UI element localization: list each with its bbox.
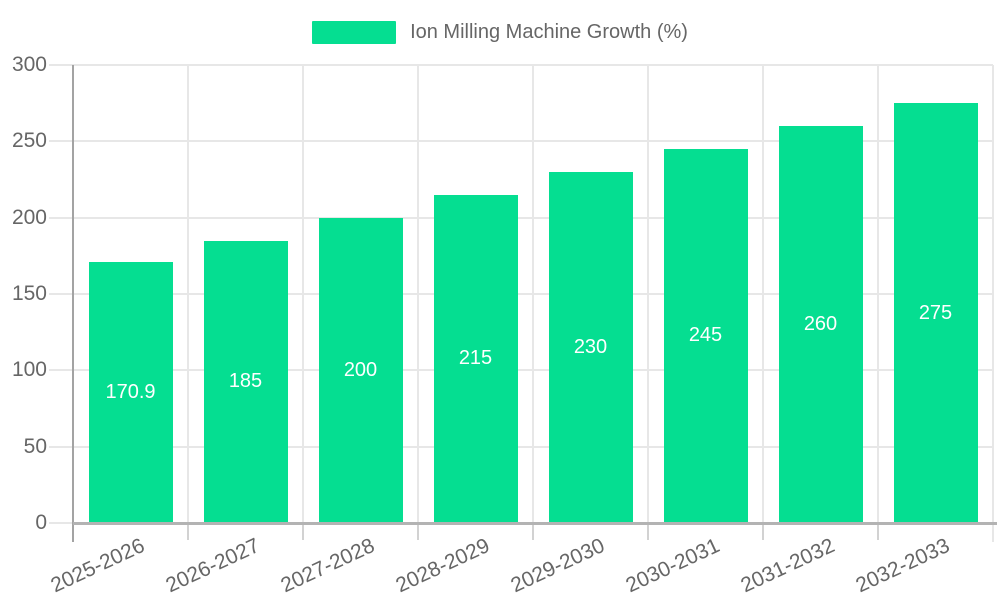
x-axis-category-label: 2025-2026 [47, 534, 149, 598]
legend-swatch [312, 21, 397, 44]
x-gridline [532, 65, 534, 523]
bar-2027-2028[interactable] [318, 217, 403, 522]
legend-label: Ion Milling Machine Growth (%) [410, 21, 688, 43]
y-gridline [49, 140, 993, 143]
y-gridline [49, 369, 993, 372]
x-axis-tick [417, 525, 419, 540]
bar-value-label: 170.9 [105, 381, 156, 404]
y-axis-tick-label: 50 [23, 434, 47, 458]
x-axis-category-label: 2026-2027 [162, 534, 264, 598]
legend[interactable]: Ion Milling Machine Growth (%) [0, 21, 1000, 44]
x-axis-line [73, 522, 997, 525]
bar-value-label: 230 [573, 335, 608, 358]
bar-value-label: 200 [343, 358, 378, 381]
y-axis-tick-label: 250 [11, 129, 47, 153]
y-tick-line [49, 522, 73, 524]
x-gridline [992, 65, 994, 542]
x-axis-category-label: 2027-2028 [277, 534, 379, 598]
y-gridline [49, 293, 993, 295]
x-axis-tick [762, 525, 764, 540]
bar-2029-2030[interactable] [548, 171, 633, 522]
bar-value-label: 275 [918, 301, 953, 324]
bar-value-label: 185 [228, 370, 263, 393]
bar-2030-2031[interactable] [663, 148, 748, 522]
bar-value-label: 215 [458, 347, 493, 370]
x-axis-tick [302, 525, 304, 540]
y-axis-tick-label: 300 [11, 53, 47, 76]
x-gridline [877, 65, 879, 523]
y-gridline [49, 445, 993, 448]
y-axis-tick-label: 0 [35, 511, 47, 534]
bar-2025-2026[interactable] [88, 262, 173, 522]
x-axis-category-label: 2032-2033 [852, 534, 954, 598]
bar-2026-2027[interactable] [203, 240, 288, 522]
y-axis-tick-label: 200 [11, 205, 47, 229]
bar-2032-2033[interactable] [893, 103, 978, 522]
x-gridline [647, 65, 649, 523]
x-axis-category-label: 2029-2030 [507, 534, 609, 598]
x-axis-tick [877, 525, 879, 540]
y-axis-tick-label: 100 [11, 358, 47, 382]
x-gridline [187, 65, 189, 523]
x-axis-category-label: 2031-2032 [737, 534, 839, 598]
x-axis-tick [187, 525, 189, 540]
x-axis-tick [647, 525, 649, 540]
bar-value-label: 260 [803, 313, 838, 336]
x-gridline [302, 65, 304, 523]
bar-2031-2032[interactable] [778, 126, 863, 522]
x-gridline [417, 65, 419, 523]
x-gridline [762, 65, 764, 523]
x-axis-category-label: 2030-2031 [622, 534, 724, 598]
x-axis-category-label: 2028-2029 [392, 534, 494, 598]
x-axis-tick [532, 525, 534, 540]
y-axis-tick-label: 150 [11, 282, 47, 305]
y-gridline [49, 216, 993, 219]
bar-2028-2029[interactable] [433, 194, 518, 522]
y-gridline [49, 64, 993, 66]
bar-value-label: 245 [688, 324, 723, 347]
y-axis-line [72, 65, 74, 542]
